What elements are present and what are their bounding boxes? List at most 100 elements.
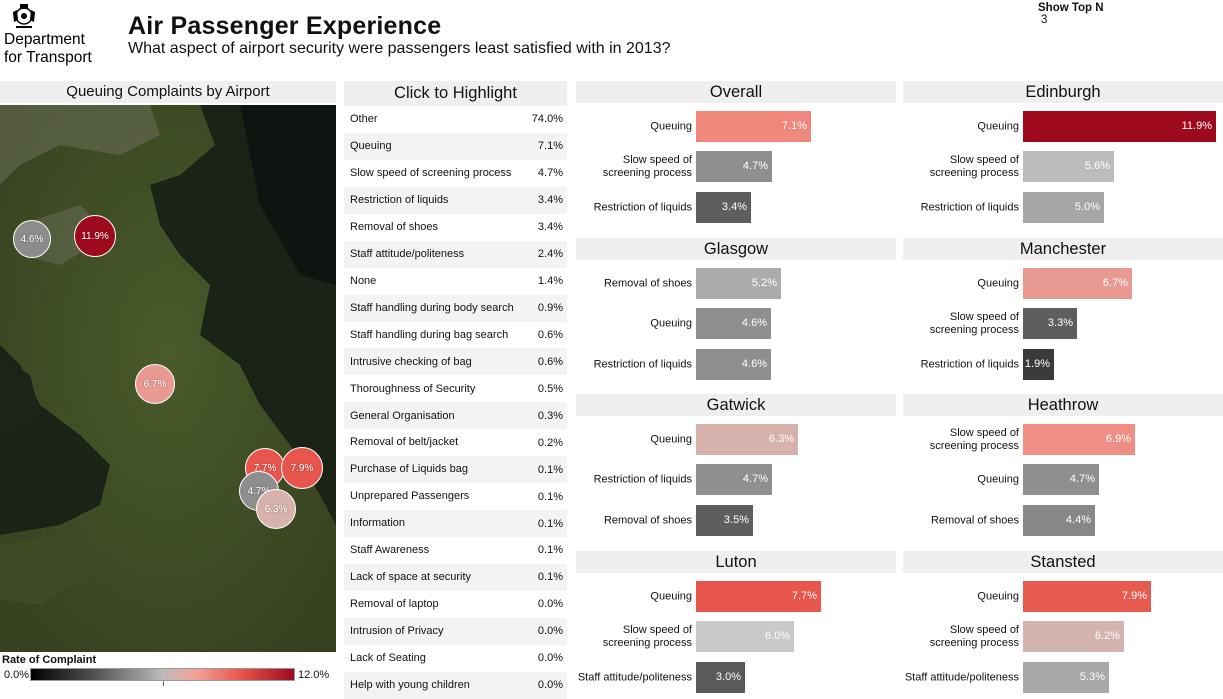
bar[interactable]: 6.9% — [1023, 424, 1135, 455]
highlight-item[interactable]: Staff handling during bag search 0.6% — [344, 321, 567, 349]
bar[interactable]: 3.4% — [696, 192, 751, 223]
highlight-item[interactable]: Staff attitude/politeness 2.4% — [344, 240, 567, 268]
highlight-item-label: Restriction of liquids — [350, 194, 449, 207]
highlight-item-value: 0.1% — [537, 544, 563, 557]
bar-row[interactable]: Slow speed of screening process 6.0% — [576, 621, 896, 652]
highlight-item[interactable]: Lack of Seating 0.0% — [344, 644, 567, 672]
highlight-item-value: 0.3% — [537, 409, 563, 422]
bar[interactable]: 5.3% — [1023, 662, 1109, 693]
bar[interactable]: 7.7% — [696, 581, 821, 612]
bar-row[interactable]: Staff attitude/politeness 5.3% — [903, 662, 1223, 693]
highlight-item[interactable]: Staff Awareness 0.1% — [344, 537, 567, 564]
bar-value-label: 3.5% — [723, 514, 749, 526]
bar-value-label: 6.9% — [1105, 433, 1131, 445]
bar-row[interactable]: Queuing 7.1% — [576, 111, 896, 142]
bar-row[interactable]: Restriction of liquids 4.6% — [576, 349, 896, 380]
panel-manchester: Manchester Queuing 6.7% Slow speed of scree… — [903, 238, 1223, 388]
map-bubble-gatwick[interactable]: 6.3% — [256, 489, 296, 529]
highlight-item[interactable]: Removal of shoes 3.4% — [344, 213, 567, 241]
highlight-item[interactable]: Lack of space at security 0.1% — [344, 563, 567, 591]
highlight-item[interactable]: Purchase of Liquids bag 0.1% — [344, 456, 567, 484]
bar[interactable]: 6.7% — [1023, 268, 1132, 299]
bar-row[interactable]: Restriction of liquids 3.4% — [576, 192, 896, 223]
legend-midpoint-tick — [163, 681, 164, 686]
bar[interactable]: 5.2% — [696, 268, 781, 299]
bar[interactable]: 4.6% — [696, 349, 771, 380]
bar[interactable]: 3.5% — [696, 505, 753, 536]
bar-row[interactable]: Restriction of liquids 5.0% — [903, 192, 1223, 223]
highlight-item[interactable]: Removal of belt/jacket 0.2% — [344, 429, 567, 457]
highlight-title: Click to Highlight — [344, 81, 567, 106]
bar-row[interactable]: Queuing 7.7% — [576, 581, 896, 612]
map-bubble-edinburgh[interactable]: 11.9% — [74, 215, 116, 257]
bar-row[interactable]: Slow speed of screening process 5.6% — [903, 151, 1223, 182]
highlight-item-value: 1.4% — [537, 275, 563, 288]
highlight-item-label: General Organisation — [350, 409, 455, 422]
highlight-item[interactable]: None 1.4% — [344, 267, 567, 295]
bar[interactable]: 6.3% — [696, 424, 798, 455]
bar-row[interactable]: Slow speed of screening process 3.3% — [903, 308, 1223, 339]
bar-row[interactable]: Slow speed of screening process 6.2% — [903, 621, 1223, 652]
bar-row[interactable]: Restriction of liquids 1.9% — [903, 349, 1223, 380]
bar[interactable]: 1.9% — [1023, 349, 1054, 380]
highlight-item-label: Lack of Seating — [350, 651, 426, 664]
bar[interactable]: 5.6% — [1023, 151, 1114, 182]
bar[interactable]: 6.0% — [696, 621, 794, 652]
panel-title: Stansted — [903, 551, 1223, 573]
highlight-item[interactable]: Intrusion of Privacy 0.0% — [344, 617, 567, 645]
bar-row[interactable]: Queuing 6.3% — [576, 424, 896, 455]
map-bubble-stansted[interactable]: 7.9% — [281, 447, 323, 489]
bar-row[interactable]: Queuing 11.9% — [903, 111, 1223, 142]
bar-category-label: Removal of shoes — [603, 514, 692, 526]
highlight-item[interactable]: Intrusive checking of bag 0.6% — [344, 348, 567, 376]
bar-row[interactable]: Restriction of liquids 4.7% — [576, 464, 896, 495]
bar[interactable]: 7.9% — [1023, 581, 1151, 612]
bar-row[interactable]: Queuing 7.9% — [903, 581, 1223, 612]
highlight-item[interactable]: Other 74.0% — [344, 106, 567, 133]
bar-row[interactable]: Queuing 4.7% — [903, 464, 1223, 495]
bar-row[interactable]: Removal of shoes 4.4% — [903, 505, 1223, 536]
bar-row[interactable]: Queuing 4.6% — [576, 308, 896, 339]
highlight-item-value: 0.6% — [537, 355, 563, 368]
bar-row[interactable]: Slow speed of screening process 6.9% — [903, 424, 1223, 455]
bar[interactable]: 4.6% — [696, 308, 771, 339]
top-n-control[interactable]: 3 — [1041, 14, 1048, 26]
bar-value-label: 4.6% — [741, 317, 767, 329]
panel-luton: Luton Queuing 7.7% Slow speed of screening … — [576, 551, 896, 699]
highlight-item[interactable]: Removal of laptop 0.0% — [344, 590, 567, 618]
highlight-item[interactable]: Information 0.1% — [344, 510, 567, 537]
bar[interactable]: 3.3% — [1023, 308, 1077, 339]
highlight-item[interactable]: Restriction of liquids 3.4% — [344, 186, 567, 214]
bar[interactable]: 3.0% — [696, 662, 745, 693]
highlight-item[interactable]: Queuing 7.1% — [344, 132, 567, 160]
highlight-item-label: Other — [350, 113, 378, 126]
map-bubble-glasgow[interactable]: 4.6% — [13, 220, 51, 258]
panel-title: Glasgow — [576, 238, 896, 260]
bar-row[interactable]: Queuing 6.7% — [903, 268, 1223, 299]
bar[interactable]: 4.4% — [1023, 505, 1095, 536]
satellite-map[interactable]: 4.6% 11.9% 6.7% 7.7% 7.9% 4.7% 6.3% — [0, 105, 336, 652]
bar-row[interactable]: Removal of shoes 5.2% — [576, 268, 896, 299]
bar[interactable]: 5.0% — [1023, 192, 1104, 223]
bar[interactable]: 4.7% — [1023, 464, 1099, 495]
highlight-item-value: 0.1% — [537, 490, 563, 503]
highlight-item-label: Thoroughness of Security — [350, 382, 476, 395]
bar-row[interactable]: Removal of shoes 3.5% — [576, 505, 896, 536]
highlight-item-value: 3.4% — [537, 221, 563, 234]
highlight-item[interactable]: General Organisation 0.3% — [344, 402, 567, 430]
highlight-item[interactable]: Help with young children 0.0% — [344, 671, 567, 699]
bar-row[interactable]: Slow speed of screening process 4.7% — [576, 151, 896, 182]
bar-row[interactable]: Staff attitude/politeness 3.0% — [576, 662, 896, 693]
highlight-item[interactable]: Slow speed of screening process 4.7% — [344, 159, 567, 187]
bar[interactable]: 4.7% — [696, 464, 772, 495]
highlight-item[interactable]: Staff handling during body search 0.9% — [344, 294, 567, 322]
highlight-item[interactable]: Thoroughness of Security 0.5% — [344, 375, 567, 403]
bar[interactable]: 7.1% — [696, 111, 811, 142]
bar-category-label: Queuing — [977, 590, 1019, 602]
bar[interactable]: 4.7% — [696, 151, 772, 182]
bar[interactable]: 11.9% — [1023, 111, 1216, 142]
highlight-item[interactable]: Unprepared Passengers 0.1% — [344, 483, 567, 511]
bar-category-label: Queuing — [977, 277, 1019, 289]
map-bubble-manchester[interactable]: 6.7% — [135, 364, 175, 404]
bar[interactable]: 6.2% — [1023, 621, 1124, 652]
